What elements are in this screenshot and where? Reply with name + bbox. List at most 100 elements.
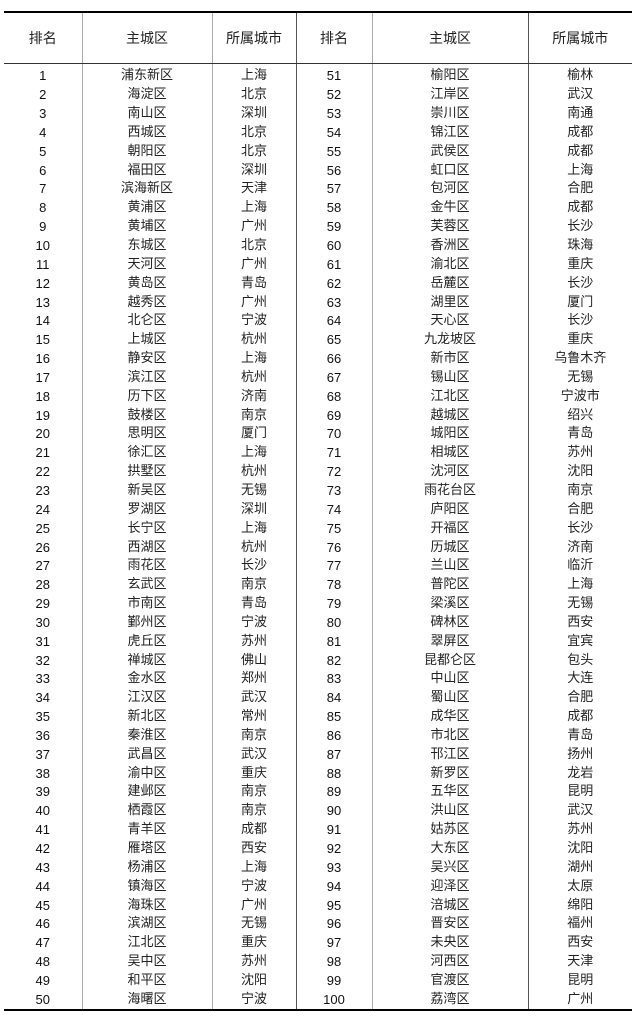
table-row: 18 历下区 济南 68 江北区 宁波市	[4, 387, 632, 407]
district-cell: 罗湖区	[81, 500, 212, 520]
rank-cell: 9	[39, 219, 47, 235]
district-cell: 雨花区	[81, 556, 212, 576]
city-cell: 西安	[527, 613, 632, 633]
header-rank: 排名	[4, 12, 82, 64]
city-cell: 宁波	[211, 990, 296, 1011]
city-cell: 杭州	[211, 462, 296, 482]
table-row: 42 雁塔区 西安 92 大东区 沈阳	[4, 839, 632, 859]
city-cell: 绵阳	[527, 896, 632, 915]
rank-cell: 62	[295, 274, 372, 294]
city-cell: 长沙	[211, 556, 296, 576]
rank-cell: 21	[35, 445, 50, 461]
district-cell: 静安区	[81, 349, 212, 369]
rank-cell: 74	[295, 500, 372, 520]
rank-cell: 14	[35, 313, 50, 329]
city-cell: 苏州	[527, 443, 632, 463]
district-cell: 江汉区	[81, 688, 212, 708]
city-cell: 重庆	[527, 330, 632, 350]
city-cell: 北京	[211, 123, 296, 143]
rank-cell: 48	[35, 954, 50, 970]
rank-cell: 57	[295, 180, 372, 199]
city-cell: 乌鲁木齐	[527, 349, 632, 369]
city-cell: 武汉	[527, 85, 632, 105]
district-cell: 海珠区	[81, 896, 212, 915]
district-cell: 禅城区	[81, 651, 212, 670]
rank-cell: 37	[35, 746, 50, 762]
city-cell: 无锡	[211, 914, 296, 934]
city-cell: 武汉	[527, 801, 632, 821]
district-cell: 思明区	[81, 425, 212, 444]
rank-cell: 31	[35, 633, 50, 649]
table-row: 7 滨海新区 天津 57 包河区 合肥	[4, 180, 632, 199]
city-cell: 成都	[527, 707, 632, 727]
district-cell: 建邺区	[81, 783, 212, 802]
city-cell: 深圳	[211, 104, 296, 124]
city-cell: 宁波	[211, 877, 296, 897]
city-cell: 青岛	[211, 594, 296, 614]
rank-cell: 50	[35, 991, 50, 1007]
rank-cell: 69	[295, 406, 372, 426]
city-cell: 青岛	[527, 425, 632, 444]
table-body: 1 浦东新区 上海 51 榆阳区 榆林 2 海淀区 北京 52 江岸区 武汉 3 南山区 深圳 53 崇川区 南通…	[4, 63, 632, 1011]
table-row: 37 武昌区 武汉 87 邗江区 扬州	[4, 745, 632, 765]
table-row: 45 海珠区 广州 95 涪城区 绵阳	[4, 896, 632, 915]
district-cell: 天河区	[81, 255, 212, 275]
table-row: 2 海淀区 北京 52 江岸区 武汉	[4, 85, 632, 105]
city-cell: 扬州	[527, 745, 632, 765]
city-cell: 宁波市	[527, 387, 632, 407]
district-cell: 新罗区	[371, 764, 528, 784]
table-row: 28 玄武区 南京 78 普陀区 上海	[4, 575, 632, 595]
city-cell: 沈阳	[527, 462, 632, 482]
rank-cell: 65	[295, 330, 372, 350]
city-cell: 上海	[211, 349, 296, 369]
rank-cell: 79	[295, 594, 372, 614]
district-cell: 官渡区	[371, 971, 528, 991]
city-cell: 广州	[211, 217, 296, 237]
city-cell: 南通	[527, 104, 632, 124]
rank-cell: 44	[35, 878, 50, 894]
table-row: 47 江北区 重庆 97 未央区 西安	[4, 933, 632, 953]
rank-cell: 93	[295, 858, 372, 878]
rank-cell: 91	[295, 820, 372, 840]
city-cell: 济南	[527, 538, 632, 557]
table-row: 48 吴中区 苏州 98 河西区 天津	[4, 952, 632, 972]
district-cell: 和平区	[81, 971, 212, 991]
district-cell: 成华区	[371, 707, 528, 727]
city-cell: 杭州	[211, 330, 296, 350]
table-row: 30 鄞州区 宁波 80 碑林区 西安	[4, 613, 632, 633]
rank-cell: 64	[295, 311, 372, 331]
rank-cell: 7	[39, 181, 47, 197]
rank-cell: 77	[295, 556, 372, 576]
city-cell: 郑州	[211, 670, 296, 689]
district-cell: 中山区	[371, 670, 528, 689]
table-row: 10 东城区 北京 60 香洲区 珠海	[4, 236, 632, 256]
district-cell: 南山区	[81, 104, 212, 124]
rank-cell: 43	[35, 859, 50, 875]
city-cell: 沈阳	[211, 971, 296, 991]
district-cell: 金牛区	[371, 198, 528, 218]
district-cell: 黄浦区	[81, 198, 212, 218]
district-cell: 榆阳区	[371, 63, 528, 86]
table-row: 13 越秀区 广州 63 湖里区 厦门	[4, 293, 632, 312]
city-cell: 大连	[527, 670, 632, 689]
rank-cell: 78	[295, 575, 372, 595]
district-cell: 五华区	[371, 783, 528, 802]
district-cell: 滨湖区	[81, 914, 212, 934]
city-cell: 厦门	[211, 425, 296, 444]
district-cell: 晋安区	[371, 914, 528, 934]
rank-cell: 58	[295, 198, 372, 218]
rank-cell: 60	[295, 236, 372, 256]
rank-cell: 63	[295, 293, 372, 312]
city-cell: 上海	[211, 198, 296, 218]
district-cell: 虹口区	[371, 161, 528, 181]
city-cell: 西安	[527, 933, 632, 953]
rank-cell: 12	[35, 275, 50, 291]
city-cell: 合肥	[527, 500, 632, 520]
district-cell: 武侯区	[371, 142, 528, 162]
header-city: 所属城市	[211, 12, 296, 64]
district-cell: 西湖区	[81, 538, 212, 557]
city-cell: 长沙	[527, 274, 632, 294]
city-cell: 重庆	[211, 933, 296, 953]
rank-cell: 98	[295, 952, 372, 972]
city-cell: 武汉	[211, 745, 296, 765]
